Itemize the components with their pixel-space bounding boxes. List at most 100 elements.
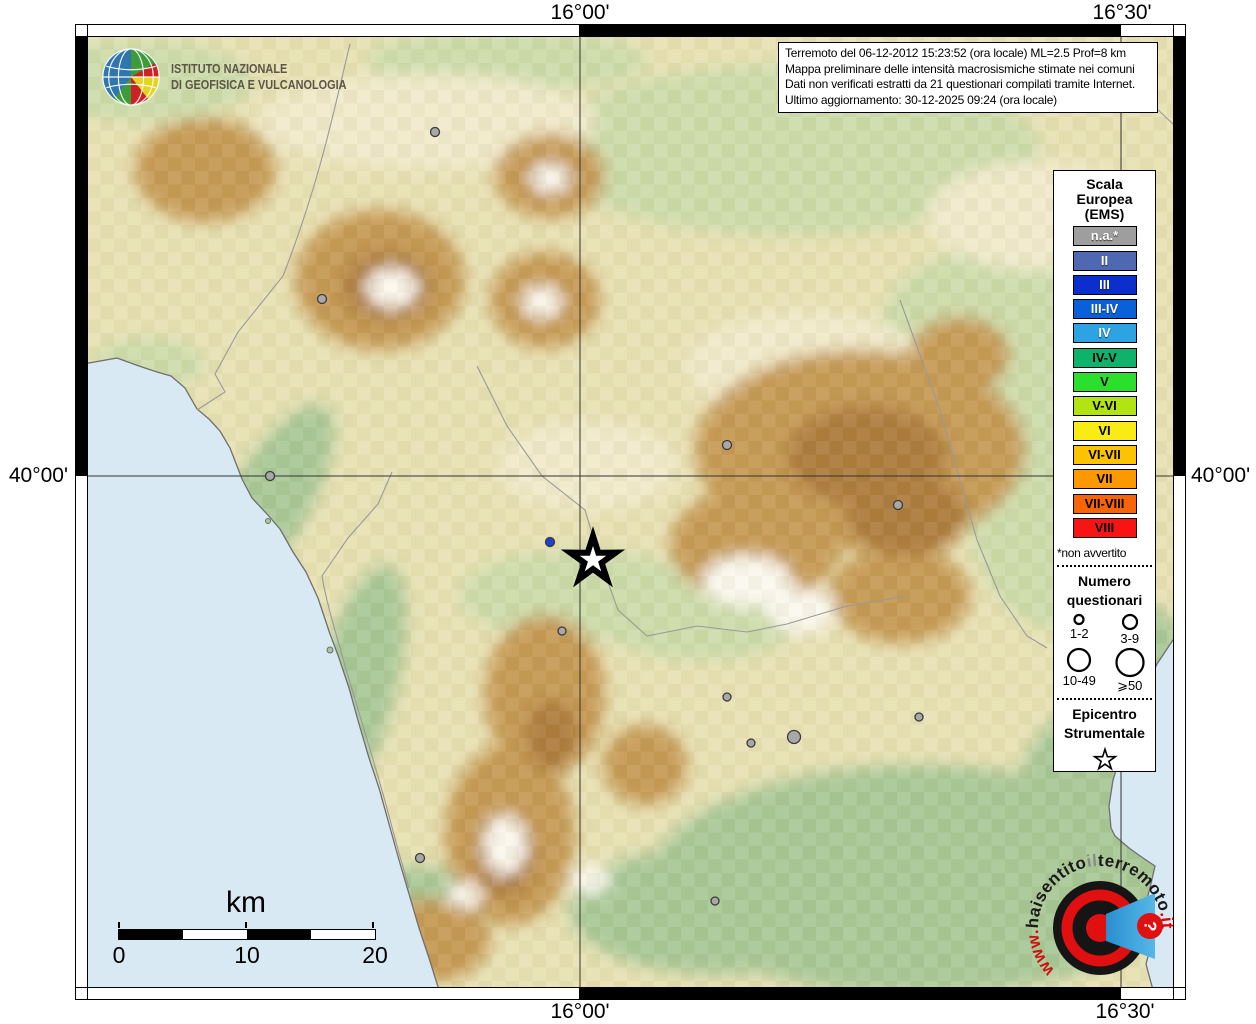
frame-segment (1173, 475, 1186, 988)
legend-divider (1057, 564, 1152, 567)
frame-corner (1173, 987, 1186, 1000)
coord-label-lon-bottom-left: 16°00' (550, 1000, 610, 1023)
frame-corner (75, 987, 88, 1000)
frame-segment (579, 24, 1122, 37)
frame-segment (1120, 24, 1174, 37)
commune-dot (722, 692, 732, 702)
coord-label-lon-bottom-right: 16°30' (1095, 1000, 1155, 1023)
ingv-logo: ISTITUTO NAZIONALE DI GEOFISICA E VULCAN… (100, 46, 380, 108)
commune-dot (316, 293, 328, 305)
ems-swatch: II (1072, 250, 1137, 271)
ingv-name-line2: DI GEOFISICA E VULCANOLOGIA (171, 77, 347, 92)
commune-dot (557, 626, 567, 636)
coord-label-lat-left: 40°00' (8, 464, 68, 487)
ems-swatch: V (1072, 372, 1137, 393)
commune-dot (429, 126, 441, 138)
questionnaire-size-key: 1-2 3-9 10-49 ⩾50 (1054, 612, 1155, 693)
islet (265, 518, 271, 524)
frame-corner (1173, 24, 1186, 37)
scalebar-tick-label: 10 (234, 942, 260, 968)
frame-segment (1173, 36, 1186, 477)
commune-dots (264, 126, 924, 906)
info-box-line: Terremoto del 06-12-2012 15:23:52 (ora l… (785, 46, 1126, 60)
commune-dot (721, 439, 733, 451)
frame-segment (579, 987, 1122, 1000)
scalebar (118, 929, 376, 940)
ems-swatch: VI (1072, 420, 1137, 441)
coord-label-lat-right: 40°00' (1191, 464, 1251, 487)
commune-dot (746, 738, 756, 748)
megaphone-icon (1106, 893, 1155, 959)
epicenter-title-line: Strumentale (1064, 724, 1145, 741)
info-box-line: Dati non verificati estratti da 21 quest… (785, 77, 1136, 91)
questionnaire-size-item: 1-2 (1054, 612, 1105, 646)
ems-swatch: III-IV (1072, 299, 1137, 320)
commune-dot (414, 852, 426, 864)
ems-swatch: VI-VII (1072, 444, 1137, 465)
questionnaire-size-label: 10-49 (1062, 672, 1096, 688)
legend-divider (1057, 697, 1152, 700)
coord-label-lon-top-right: 16°30' (1092, 1, 1152, 24)
ems-swatch: IV (1072, 323, 1137, 344)
commune-dot (786, 729, 802, 745)
question-mark: ? (1140, 920, 1160, 932)
legend-title-line: Scala (1086, 176, 1123, 192)
info-box-line: Mappa preliminare delle intensità macros… (785, 61, 1135, 76)
ems-swatch: IV-V (1072, 347, 1137, 368)
epicenter-star (560, 526, 626, 588)
epicenter-star-icon (1091, 746, 1118, 771)
frame-segment (1120, 987, 1174, 1000)
ems-swatch: VII (1072, 469, 1137, 490)
frame-segment (87, 24, 581, 37)
commune-dot (914, 712, 924, 722)
ingv-globe-icon (102, 48, 160, 106)
ems-footnote: *non avvertito (1057, 545, 1127, 560)
questionnaire-size-label: 3-9 (1120, 630, 1140, 646)
questionnaire-size-label: 1-2 (1069, 625, 1089, 641)
islet (326, 646, 334, 654)
info-box-line: Ultimo aggiornamento: 30-12-2025 09:24 (… (785, 92, 1057, 107)
scalebar-tick (118, 922, 120, 928)
frame-segment (75, 36, 88, 477)
epicenter-title-line: Epicentro (1072, 705, 1137, 722)
frame-segment (75, 475, 88, 988)
scalebar-segment (183, 930, 247, 939)
question-circle (1137, 913, 1163, 939)
commune-dot (892, 499, 904, 511)
scalebar-tick (245, 922, 247, 928)
ems-swatch: III (1072, 274, 1137, 295)
legend-panel: Scala Europea (EMS) n.a.* II III III-IV IV IV… (1053, 170, 1156, 772)
ems-swatch: V-VI (1072, 396, 1137, 417)
ems-swatch: n.a.* (1072, 226, 1137, 247)
watermark-logo: ? www.haisentitoilterremoto.it (1023, 851, 1173, 980)
legend-title-line: Europea (1076, 191, 1133, 207)
coord-label-lon-top-left: 16°00' (550, 1, 610, 24)
scalebar-segment (247, 930, 311, 939)
ems-swatch: VIII (1072, 517, 1137, 538)
frame-segment (87, 987, 581, 1000)
ems-swatch: VII-VIII (1072, 493, 1137, 514)
questionnaire-size-item: 3-9 (1105, 612, 1156, 646)
questionnaire-size-label: ⩾50 (1117, 677, 1143, 693)
ingv-name-line1: ISTITUTO NAZIONALE (171, 61, 288, 76)
scalebar-unit: km (226, 886, 266, 919)
scalebar-tick-label: 20 (362, 942, 388, 968)
scalebar-segment (311, 930, 375, 939)
scalebar-tick-label: 0 (112, 942, 126, 968)
scalebar-tick (372, 922, 374, 928)
questionnaire-size-item: ⩾50 (1105, 646, 1156, 693)
commune-dot (710, 896, 720, 906)
questionnaires-title-line: questionari (1066, 591, 1143, 608)
questionnaires-title-line: Numero (1078, 572, 1131, 589)
commune-dot (264, 470, 276, 482)
event-info-box: Terremoto del 06-12-2012 15:23:52 (ora l… (778, 42, 1158, 113)
scalebar-segment (119, 930, 183, 939)
questionnaire-size-item: 10-49 (1054, 646, 1105, 693)
tyrrhenian-sea (87, 357, 440, 988)
commune-dot (544, 536, 556, 548)
legend-title-line: (EMS) (1084, 206, 1125, 222)
ems-intensity-scale: n.a.* II III III-IV IV IV-V V V-VI VI VI-VII VII VI… (1054, 226, 1155, 538)
frame-corner (75, 24, 88, 37)
sea-layer (87, 357, 1173, 988)
